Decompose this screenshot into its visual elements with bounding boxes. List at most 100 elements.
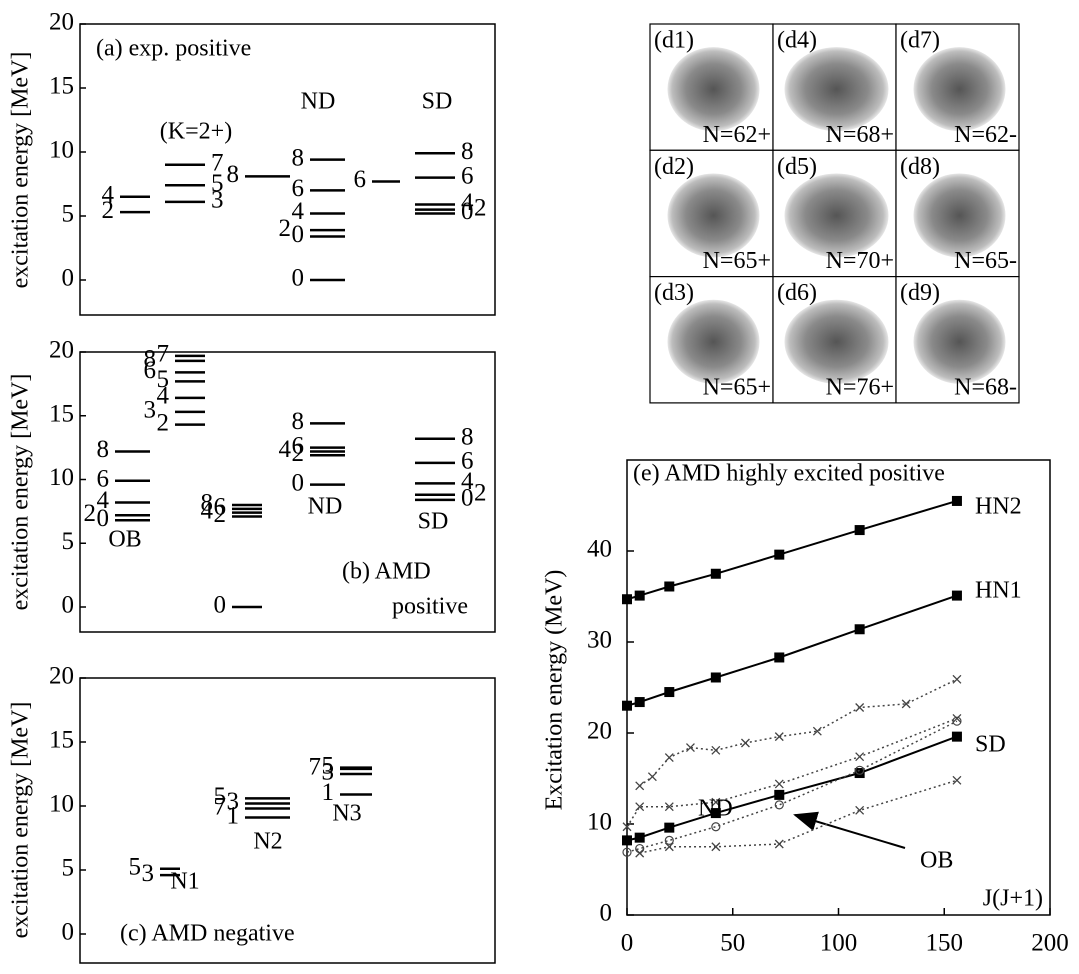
marker (952, 713, 962, 723)
marker (774, 732, 784, 742)
panel-title: positive (392, 594, 468, 620)
spin-label: 7 (157, 341, 170, 368)
density-cell: (d6) N=76+ (772, 276, 897, 404)
y-tick-label: 40 (587, 536, 612, 563)
series-line (626, 499, 958, 601)
density-cell: (d7) N=62- (895, 23, 1020, 151)
y-tick-label: 20 (587, 718, 612, 745)
band-name: ND (301, 89, 336, 115)
y-tick-label: 15 (49, 73, 74, 100)
spin-label: 5 (157, 366, 170, 393)
density-blob (667, 47, 760, 132)
annotation-arrow (793, 811, 906, 849)
y-tick-label: 5 (62, 855, 75, 882)
spin-label: 2 (84, 500, 97, 527)
spin-label: 1 (227, 802, 240, 829)
y-tick-label: 0 (62, 592, 75, 619)
cell-n-label: N=62- (954, 122, 1017, 148)
spin-label: 3 (144, 397, 157, 424)
marker (951, 495, 962, 506)
series-label: SD (975, 732, 1006, 758)
y-tick-label: 5 (62, 528, 75, 555)
y-tick-label: 15 (49, 400, 74, 427)
chart-title: (e) AMD highly excited positive (633, 461, 945, 487)
spin-label: 6 (144, 357, 157, 384)
panel-frame (79, 23, 496, 316)
y-tick-label: 15 (49, 727, 74, 754)
marker (952, 775, 962, 785)
density-blob (913, 173, 1006, 258)
spin-label: 0 (461, 198, 474, 225)
spin-label: 6 (292, 175, 305, 202)
series-label: ND (698, 796, 733, 822)
band-name: N3 (332, 801, 361, 827)
y-tick-label: 0 (62, 919, 75, 946)
x-tick-label: 150 (926, 930, 964, 957)
y-tick-label: 10 (49, 137, 74, 164)
marker (901, 699, 911, 709)
spin-label: 5 (214, 783, 227, 810)
cell-label: (d7) (900, 28, 940, 54)
marker (855, 805, 865, 815)
series-label: HN1 (975, 578, 1022, 604)
spin-label: 3 (322, 759, 335, 786)
marker (951, 731, 962, 742)
panel-title: (c) AMD negative (120, 921, 295, 947)
marker (711, 822, 721, 832)
marker (622, 847, 632, 857)
spin-label: 8 (292, 144, 305, 171)
cell-label: (d1) (654, 28, 694, 54)
y-tick-label: 10 (587, 809, 612, 836)
spin-label: 5 (211, 170, 224, 197)
marker (634, 832, 645, 843)
band-name: OB (108, 527, 141, 553)
marker (774, 549, 785, 560)
marker (664, 753, 674, 763)
spin-label: 7 (309, 754, 322, 781)
marker (664, 687, 675, 698)
marker (710, 808, 721, 819)
marker (774, 652, 785, 663)
density-cell: (d8) N=65- (895, 149, 1020, 278)
density-blob (667, 173, 760, 258)
panel-frame (79, 351, 496, 633)
spin-label: 1 (322, 779, 335, 806)
band-name: ND (308, 494, 343, 520)
series-line (626, 594, 958, 707)
spin-label: 4 (292, 198, 305, 225)
cell-label: (d4) (777, 28, 817, 54)
x-axis-label: J(J+1) (983, 886, 1043, 912)
marker (774, 779, 784, 789)
y-tick-label: 30 (587, 627, 612, 654)
spin-label: 8 (144, 346, 157, 373)
spin-label: 6 (292, 432, 305, 459)
y-tick-label: 20 (49, 663, 74, 690)
y-tick-label: 10 (49, 791, 74, 818)
marker (855, 703, 865, 712)
marker (952, 674, 962, 684)
cell-n-label: N=65+ (703, 374, 771, 400)
marker (664, 835, 674, 845)
spin-label: 4 (279, 436, 292, 463)
spin-label: 8 (227, 161, 240, 188)
panel-title: (a) exp. positive (96, 36, 251, 62)
spin-label: 0 (292, 265, 305, 292)
spin-label: 2 (279, 215, 292, 242)
marker (622, 835, 632, 846)
spin-label: 6 (461, 162, 474, 189)
cell-label: (d8) (900, 154, 940, 180)
density-cell: (d5) N=70+ (772, 149, 897, 278)
marker (812, 726, 822, 736)
marker (854, 768, 865, 779)
y-axis-label: Excitation energy (MeV) (542, 570, 568, 811)
y-tick-label: 20 (49, 337, 74, 364)
cell-n-label: N=68- (954, 374, 1017, 400)
spin-label: 2 (474, 480, 487, 507)
spin-label: 2 (214, 501, 227, 528)
marker (854, 525, 865, 536)
y-axis-label: excitation energy [MeV] (8, 702, 34, 939)
cell-label: (d2) (654, 154, 694, 180)
marker (774, 839, 784, 849)
band-name: SD (418, 509, 449, 535)
marker (710, 568, 721, 579)
